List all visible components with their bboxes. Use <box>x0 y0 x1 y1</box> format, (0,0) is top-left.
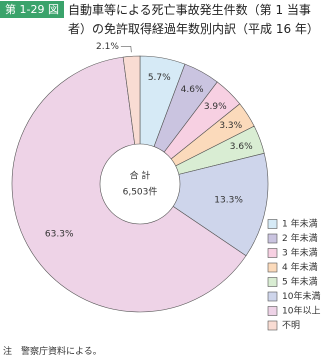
value-label: 3.9% <box>204 102 227 112</box>
note: 注 警察庁資料による。 <box>3 347 102 357</box>
legend-swatch <box>267 320 278 331</box>
legend-label: 4 年未満 <box>282 261 318 273</box>
legend-label: 10年未満 <box>282 290 320 302</box>
legend-label: 2 年未満 <box>282 232 318 244</box>
figure-label: 第 1-29 図 <box>0 1 64 18</box>
legend-label: 5 年未満 <box>282 276 318 288</box>
value-label: 3.6% <box>230 142 253 152</box>
center-label: 合 計 <box>130 170 151 182</box>
legend-swatch <box>267 277 278 287</box>
legend-label: 1 年未満 <box>282 218 318 230</box>
donut-hole <box>99 143 181 225</box>
legend-swatch <box>267 291 278 302</box>
legend-swatch <box>267 248 278 258</box>
center-value: 6,503件 <box>123 186 158 198</box>
chart-title: 自動車等による死亡事故発生件数（第 1 当事者）の免許取得経過年数別内訳（平成 … <box>68 3 319 36</box>
legend-swatch <box>267 262 278 273</box>
value-label: 2.1% <box>96 42 119 52</box>
value-label: 13.3% <box>214 195 243 205</box>
legend-label: 不明 <box>282 320 300 331</box>
value-label: 4.6% <box>181 85 204 95</box>
legend-swatch <box>267 306 278 316</box>
chart: 5.7% 4.6%3.9% 3.3% 3.6% 13.3% 63.3% 2.1% 合 計 6,5… <box>11 42 320 331</box>
value-label: 5.7% <box>148 73 171 83</box>
value-label: 3.3% <box>219 121 242 131</box>
legend-label: 10年以上 <box>282 305 320 317</box>
legend-swatch <box>267 219 278 229</box>
value-label: 63.3% <box>45 229 74 239</box>
legend-label: 3 年未満 <box>282 247 318 259</box>
legend-swatch <box>267 233 278 244</box>
